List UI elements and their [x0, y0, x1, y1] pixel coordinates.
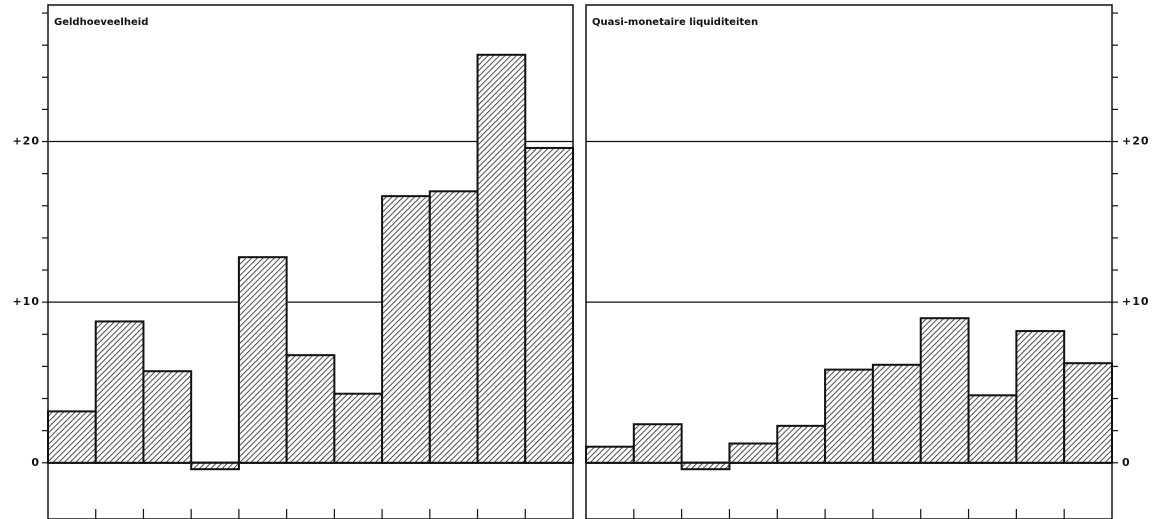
bar [967, 394, 1018, 464]
bar [919, 317, 970, 464]
bar [476, 53, 527, 464]
y-tick-label: +20 [12, 135, 40, 148]
y-tick-labels: 0 +10 +20 [12, 135, 40, 469]
tick-marks [42, 12, 526, 519]
bar [428, 190, 479, 464]
bar-series [585, 317, 1113, 471]
y-tick-label: +10 [12, 295, 40, 308]
bar [776, 424, 827, 464]
y-tick-label: +20 [1122, 135, 1150, 148]
y-tick-label: 0 [1122, 456, 1131, 469]
panel-geldhoeveelheid: 0 +10 +20 Geldhoeveelheid [12, 4, 574, 519]
bar [728, 442, 779, 464]
bar [142, 370, 193, 464]
panel-title: Quasi-monetaire liquiditeiten [592, 17, 758, 28]
bar [632, 423, 683, 464]
bar [824, 368, 874, 464]
bar [94, 320, 145, 464]
bar [285, 354, 336, 464]
bar [524, 146, 574, 464]
bar [680, 461, 731, 471]
bar [237, 256, 288, 464]
y-tick-labels: 0 +10 +20 [1122, 135, 1150, 469]
panel-quasi-monetaire-liquiditeiten: 0 +10 +20 Quasi-monetaire liquiditeiten [585, 4, 1150, 519]
bar [190, 461, 240, 471]
bar [333, 392, 384, 464]
tick-marks [633, 12, 1118, 519]
panel-title: Geldhoeveelheid [54, 17, 148, 28]
bar [381, 195, 431, 464]
y-tick-label: 0 [31, 456, 40, 469]
bar [871, 363, 922, 464]
y-tick-label: +10 [1122, 295, 1150, 308]
panel-frame [585, 4, 1113, 519]
bar [47, 410, 97, 464]
bar [1063, 362, 1113, 464]
bar-series [47, 53, 574, 471]
bar [585, 445, 635, 464]
bar [1015, 330, 1066, 464]
